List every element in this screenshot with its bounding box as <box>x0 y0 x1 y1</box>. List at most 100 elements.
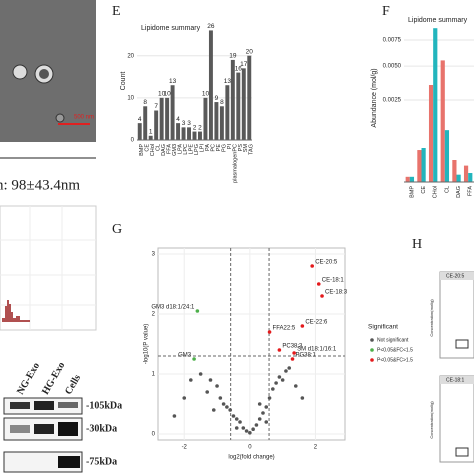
y-tick-label: 2 <box>152 312 156 318</box>
point <box>221 402 226 406</box>
value-label: 17 <box>240 61 248 68</box>
x-tick-label: PA <box>205 144 211 151</box>
x-axis-label: log2(fold change) <box>228 455 274 461</box>
band <box>34 424 54 434</box>
x-tick-label: PS <box>238 144 244 152</box>
box <box>455 447 469 457</box>
value-label: 10 <box>158 91 166 98</box>
bar <box>154 110 159 140</box>
legend-label: Not significant <box>377 337 409 343</box>
point-label: FFA22:5 <box>273 326 296 332</box>
point-label: PC38:3 <box>282 344 303 350</box>
bar <box>247 55 252 140</box>
legend-label: P<0.05&FC<1.5 <box>377 347 413 353</box>
lane-label: NG-Exo <box>15 361 42 397</box>
point <box>195 309 200 313</box>
x-tick-label: LPC <box>183 144 189 155</box>
bar <box>225 85 230 140</box>
value-label: 4 <box>176 116 180 123</box>
bar <box>428 85 434 182</box>
lane-label: Cells <box>63 373 83 397</box>
x-tick-label: CL <box>156 144 162 151</box>
y-tick-label: 0.0025 <box>383 98 402 104</box>
point-label: GM3 <box>178 353 192 359</box>
point-label: CE-20:5 <box>315 260 338 266</box>
boxplot-strip <box>440 272 474 280</box>
x-tick-label: LPI <box>199 144 205 153</box>
point <box>254 423 259 427</box>
y-tick-label: 0 <box>131 138 135 144</box>
value-label: 2 <box>193 124 197 131</box>
value-label: 2 <box>198 124 202 131</box>
scale-bar-label: 500 nm <box>74 115 94 121</box>
x-tick-label: DAG <box>161 144 167 156</box>
point-label: PG38:1 <box>296 353 317 359</box>
value-label: 16 <box>235 65 243 72</box>
point-label: GM3 d18:1/24:1 <box>151 305 195 311</box>
point <box>320 294 324 298</box>
legend-title: Significant <box>368 324 398 331</box>
point <box>310 264 314 268</box>
y-tick-label: 0.0075 <box>383 38 402 44</box>
boxplot-title: CE-20:5 <box>446 273 465 279</box>
boxplot-frame <box>439 375 474 463</box>
point <box>192 357 196 361</box>
panel-letter: F <box>382 4 390 19</box>
boxplot-ylabel: Concentration(mol/g) <box>429 299 434 337</box>
point <box>280 378 285 382</box>
x-tick-label: PC <box>210 144 216 152</box>
value-label: 10 <box>164 91 172 98</box>
bar <box>440 60 445 183</box>
x-tick-label: CHol <box>433 186 439 198</box>
plot-area <box>404 14 474 182</box>
point <box>234 426 239 430</box>
bar <box>203 97 208 140</box>
legend-marker <box>370 358 374 362</box>
box <box>455 339 469 349</box>
marker-label: -105kDa <box>86 400 122 411</box>
vesicle <box>55 113 65 123</box>
value-label: 13 <box>224 78 232 85</box>
bar <box>230 59 235 140</box>
point <box>198 372 203 376</box>
bar <box>176 123 181 140</box>
point <box>300 324 305 328</box>
point <box>287 366 292 370</box>
point <box>231 414 236 418</box>
point <box>293 384 298 388</box>
point <box>172 414 177 418</box>
boxplot-title: CE-18:1 <box>446 377 465 383</box>
x-tick-label: FFA <box>167 144 173 154</box>
value-label: 19 <box>229 53 237 60</box>
x-tick-label: DAG <box>456 186 462 198</box>
y-axis-label: Abundance (mol/g) <box>371 68 378 127</box>
value-label: 4 <box>138 116 142 123</box>
bar <box>181 127 186 140</box>
value-label: 3 <box>187 120 191 127</box>
point <box>238 420 242 424</box>
point-label: CE-22:6 <box>305 320 328 326</box>
value-label: 8 <box>220 99 224 106</box>
point <box>274 381 278 385</box>
bar <box>208 30 213 140</box>
bar <box>452 160 457 182</box>
point <box>264 420 269 424</box>
x-tick-label: TAG <box>249 144 255 155</box>
point <box>261 411 265 415</box>
bar <box>468 173 473 182</box>
x-tick-label: plasmalogenPC <box>232 144 238 183</box>
point-label: CE-18:1 <box>322 278 345 284</box>
x-tick-label: LPA <box>178 144 184 154</box>
vesicle <box>39 69 49 79</box>
point <box>257 417 262 421</box>
point <box>218 396 223 400</box>
x-tick-label: CE <box>145 144 151 152</box>
bar <box>170 85 175 140</box>
bar <box>236 72 241 140</box>
x-tick-label: 0 <box>248 445 252 451</box>
x-tick-label: FFA <box>468 186 474 196</box>
legend-label: P<0.05&FC>1.5 <box>377 357 413 363</box>
y-tick-label: 10 <box>127 95 134 101</box>
legend-marker <box>370 348 374 352</box>
